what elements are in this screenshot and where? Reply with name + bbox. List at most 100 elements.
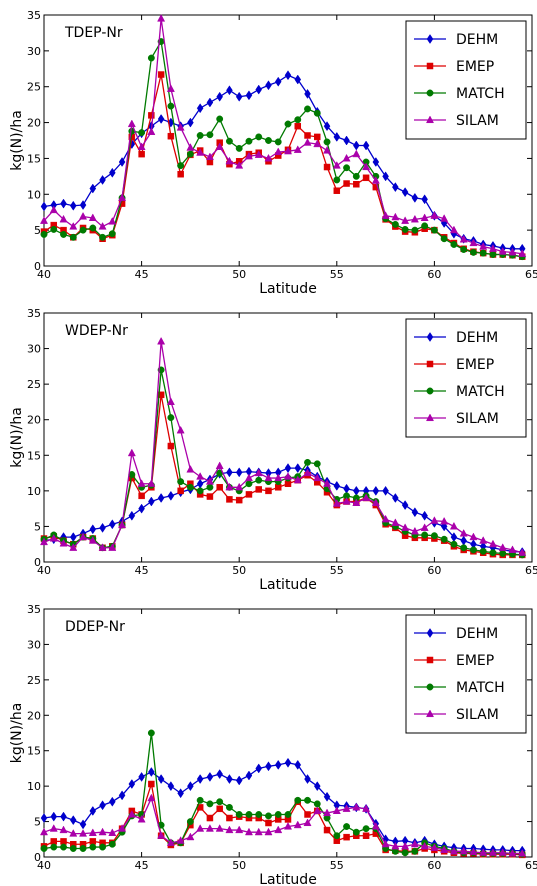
data-point: [206, 131, 214, 139]
data-point: [332, 806, 341, 814]
y-tick-label: 20: [27, 709, 41, 722]
data-point: [206, 493, 214, 500]
y-tick-label: 35: [27, 9, 41, 22]
data-point: [304, 774, 311, 785]
data-point: [89, 183, 97, 194]
data-point: [196, 487, 204, 495]
data-point: [459, 234, 468, 243]
y-axis-title: kg(N)/ha: [9, 407, 25, 468]
data-point: [518, 249, 527, 257]
data-point: [479, 249, 487, 257]
data-point: [274, 811, 282, 818]
data-point: [157, 71, 165, 78]
y-tick-label: 5: [34, 520, 41, 533]
data-point: [39, 537, 49, 546]
data-point: [392, 493, 399, 503]
data-point: [293, 145, 302, 153]
data-point: [60, 230, 67, 238]
legend-label-dehm: DEHM: [456, 626, 498, 642]
data-point: [89, 838, 97, 845]
data-point: [255, 811, 263, 818]
data-point: [255, 84, 263, 95]
data-point: [108, 840, 116, 848]
data-point: [381, 839, 390, 848]
data-point: [459, 529, 468, 537]
legend-marker: [426, 34, 434, 44]
data-point: [391, 518, 400, 526]
data-point: [430, 211, 439, 219]
x-tick-label: 60: [427, 268, 441, 281]
data-point: [313, 139, 322, 148]
data-point: [284, 480, 292, 487]
data-point: [460, 544, 468, 552]
data-point: [99, 233, 107, 241]
data-point: [352, 828, 360, 836]
data-point: [148, 767, 155, 777]
panel-label: DDEP-Nr: [65, 619, 125, 635]
data-point: [274, 484, 282, 491]
data-point: [235, 825, 244, 834]
data-point: [137, 814, 146, 823]
data-point: [479, 848, 488, 856]
data-point: [69, 845, 77, 852]
data-point: [215, 461, 224, 470]
data-point: [244, 827, 253, 836]
y-tick-label: 15: [27, 449, 41, 462]
y-tick-label: 15: [27, 152, 41, 165]
data-point: [323, 791, 331, 802]
legend-label-silam: SILAM: [456, 707, 499, 723]
data-point: [60, 843, 67, 851]
data-point: [128, 779, 136, 789]
data-point: [274, 147, 283, 156]
data-point: [333, 176, 341, 184]
data-point: [235, 144, 243, 152]
y-tick-label: 25: [27, 674, 41, 687]
x-tick-label: 40: [37, 268, 51, 281]
data-point: [274, 76, 282, 87]
data-point: [177, 788, 184, 799]
legend: DEHM EMEP MATCH SILAM: [405, 20, 527, 140]
y-tick-label: 25: [27, 81, 41, 94]
data-point: [313, 806, 322, 814]
data-point: [303, 468, 312, 477]
data-point: [304, 105, 311, 113]
chart-panel-2: 40 45 50 55 60 65 0 5 10 15 20 25 30 35 Latitude kg(N)/…: [9, 307, 537, 593]
data-point: [157, 774, 165, 785]
data-point: [166, 838, 175, 846]
data-point: [109, 519, 116, 530]
data-point: [79, 532, 88, 541]
data-point: [186, 832, 195, 841]
x-tick-label: 50: [232, 859, 246, 872]
data-point: [391, 841, 400, 850]
data-point: [372, 485, 380, 496]
data-point: [79, 200, 87, 210]
data-point: [69, 200, 77, 211]
data-point: [265, 487, 272, 495]
x-tick-label: 40: [37, 564, 51, 577]
data-point: [410, 839, 419, 848]
data-point: [177, 478, 185, 486]
data-point: [98, 827, 107, 836]
data-point: [371, 498, 380, 507]
data-point: [421, 531, 429, 539]
data-point: [381, 211, 390, 219]
data-point: [401, 523, 410, 531]
data-point: [98, 222, 107, 230]
data-point: [167, 102, 175, 110]
data-point: [147, 54, 155, 62]
data-point: [498, 848, 507, 856]
data-point: [304, 796, 311, 804]
data-point: [235, 482, 244, 491]
x-axis-title: Latitude: [259, 577, 317, 593]
data-point: [353, 180, 360, 188]
data-point: [342, 153, 351, 162]
data-point: [99, 522, 106, 533]
y-tick-label: 30: [27, 343, 41, 356]
data-point: [508, 848, 517, 857]
y-axis-title: kg(N)/ha: [9, 110, 25, 171]
data-point: [205, 152, 214, 161]
data-point: [488, 848, 497, 856]
x-tick-label: 65: [525, 564, 537, 577]
data-point: [108, 230, 116, 238]
data-point: [79, 845, 87, 852]
